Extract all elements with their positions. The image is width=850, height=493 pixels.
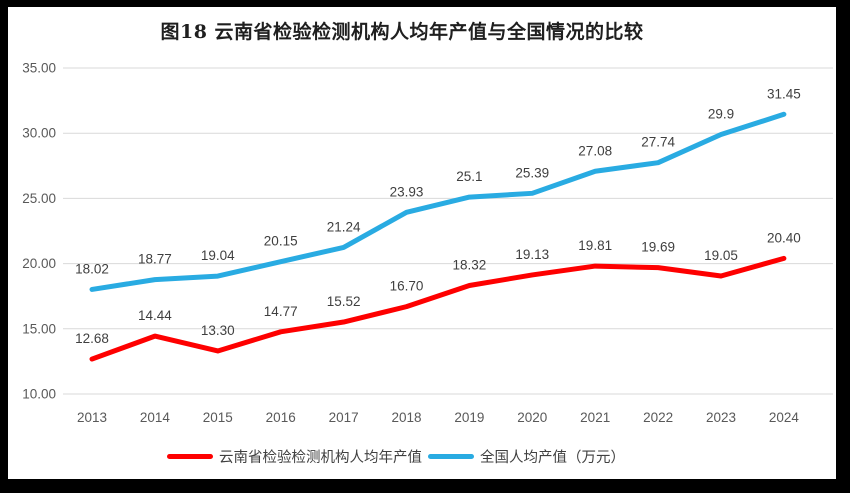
data-label: 14.77 <box>264 304 298 319</box>
y-tick-label: 15.00 <box>22 321 56 336</box>
x-tick-label: 2024 <box>769 410 800 425</box>
data-label: 20.15 <box>264 234 298 249</box>
x-tick-label: 2020 <box>517 410 547 425</box>
data-label: 19.04 <box>201 248 235 263</box>
data-label: 23.93 <box>390 184 424 199</box>
x-tick-label: 2022 <box>643 410 673 425</box>
x-tick-label: 2014 <box>140 410 171 425</box>
data-label: 25.1 <box>456 169 482 184</box>
chart-legend: 云南省检验检测机构人均年产值 全国人均产值（万元） <box>0 446 810 467</box>
data-label: 15.52 <box>327 294 361 309</box>
x-tick-label: 2019 <box>454 410 484 425</box>
data-label: 19.69 <box>641 240 675 255</box>
data-label: 29.9 <box>708 107 734 122</box>
data-label: 14.44 <box>138 308 172 323</box>
data-label: 25.39 <box>515 165 549 180</box>
legend-item-national-series: 全国人均产值（万元） <box>428 446 625 467</box>
chart-panel: 图18 云南省检验检测机构人均年产值与全国情况的比较 10.00 15.00 20.… <box>8 7 836 479</box>
x-tick-label: 2021 <box>580 410 610 425</box>
legend-label-yunnan: 云南省检验检测机构人均年产值 <box>219 450 422 466</box>
data-label: 21.24 <box>327 219 361 234</box>
y-tick-label: 35.00 <box>22 61 56 76</box>
data-label: 16.70 <box>390 279 424 294</box>
legend-label-national: 全国人均产值（万元） <box>480 450 625 466</box>
x-tick-label: 2015 <box>203 410 233 425</box>
data-label: 12.68 <box>75 331 109 346</box>
x-tick-label: 2018 <box>391 410 421 425</box>
red-line-swatch-icon <box>167 454 213 459</box>
data-label: 18.32 <box>453 258 487 273</box>
y-tick-label: 20.00 <box>22 256 56 271</box>
y-tick-label: 30.00 <box>22 126 56 141</box>
y-tick-label: 10.00 <box>22 387 56 402</box>
data-label: 31.45 <box>767 86 801 101</box>
data-label: 18.02 <box>75 261 109 276</box>
legend-item-yunnan-series: 云南省检验检测机构人均年产值 <box>167 446 422 467</box>
data-label: 27.08 <box>578 143 612 158</box>
series-line-yunnan <box>89 255 787 362</box>
x-tick-label: 2013 <box>77 410 107 425</box>
data-label: 20.40 <box>767 230 801 245</box>
data-label: 19.81 <box>578 238 612 253</box>
data-label: 27.74 <box>641 135 675 150</box>
x-tick-label: 2017 <box>329 410 359 425</box>
data-label: 19.13 <box>515 247 549 262</box>
data-label: 13.30 <box>201 323 235 338</box>
data-label: 19.05 <box>704 248 738 263</box>
series-line-national <box>89 111 787 292</box>
x-tick-label: 2016 <box>266 410 296 425</box>
blue-line-swatch-icon <box>428 454 474 459</box>
x-tick-label: 2023 <box>706 410 736 425</box>
chart-title: 图18 云南省检验检测机构人均年产值与全国情况的比较 <box>160 21 644 43</box>
y-tick-label: 25.00 <box>22 191 56 206</box>
data-label: 18.77 <box>138 252 172 267</box>
